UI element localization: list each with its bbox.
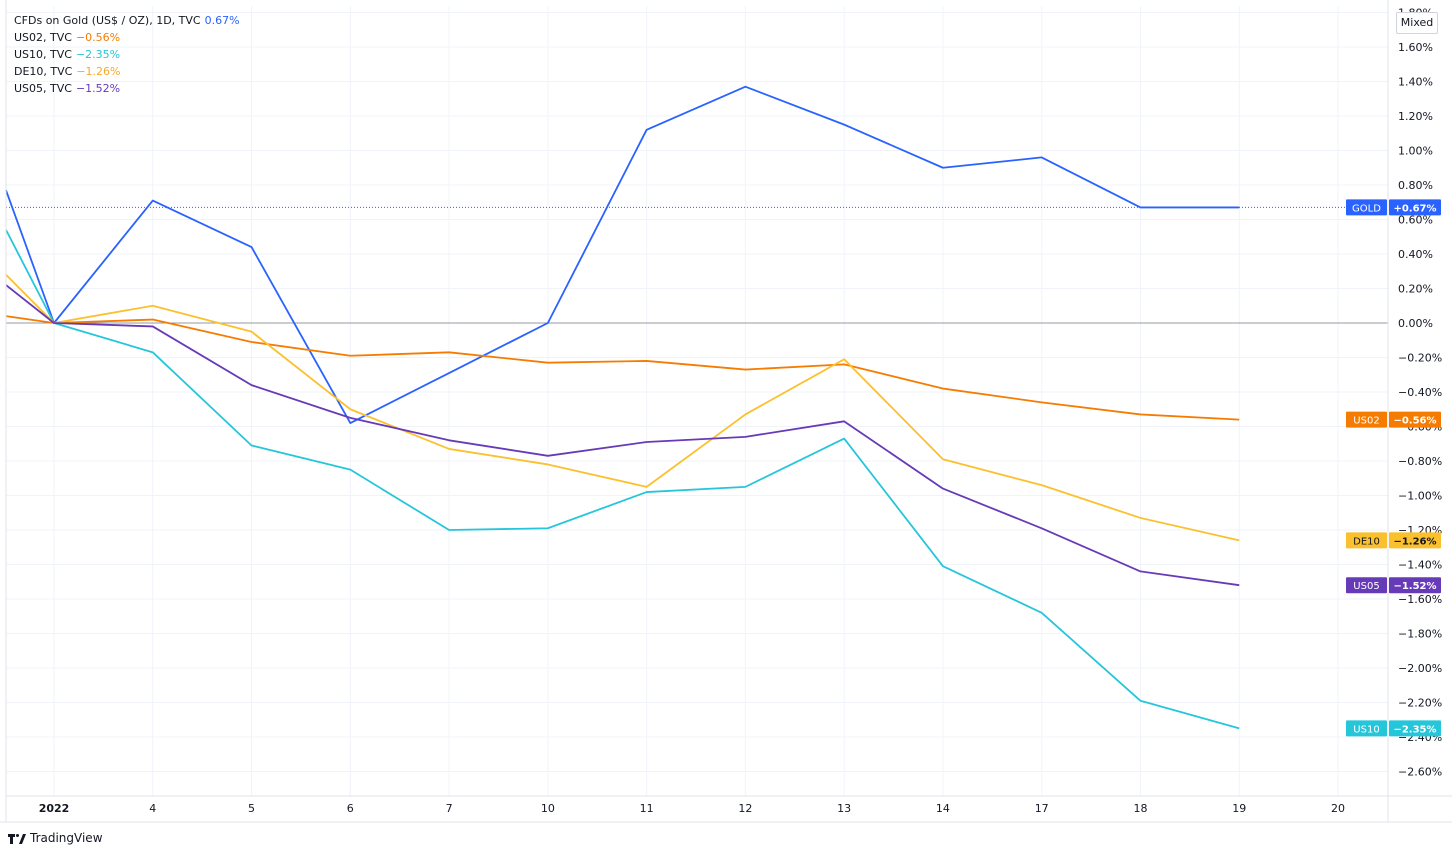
legend-item-us10[interactable]: US10, TVC −2.35% [14,46,240,63]
legend-name: US05, TVC [14,82,72,95]
badge-us05: US05 −1.52% [1346,577,1441,594]
y-tick-label: 0.40% [1398,248,1433,261]
x-axis-ticks: 2022 4 5 6 7 10 11 12 13 14 17 18 19 20 [39,802,1345,815]
badge-value: −0.56% [1393,416,1436,427]
x-tick-label: 12 [738,802,752,815]
x-tick-label: 2022 [39,802,70,815]
legend-item-gold[interactable]: CFDs on Gold (US$ / OZ), 1D, TVC 0.67% [14,12,240,29]
y-tick-label: −1.00% [1398,490,1442,503]
badge-value-bg [1389,577,1441,594]
legend-item-us05[interactable]: US05, TVC −1.52% [14,80,240,97]
x-tick-label: 17 [1035,802,1049,815]
legend-value: 0.67% [204,14,240,27]
x-tick-label: 14 [936,802,950,815]
legend: CFDs on Gold (US$ / OZ), 1D, TVC 0.67% US… [14,12,240,97]
y-tick-label: −0.80% [1398,455,1442,468]
badge-value-bg [1389,532,1441,549]
badge-value-bg [1389,411,1441,428]
badge-value: −1.52% [1393,581,1436,592]
scale-mode-toggle[interactable]: Mixed [1396,12,1438,34]
badge-name-bg [1346,532,1387,549]
axes [0,0,1452,823]
legend-item-de10[interactable]: DE10, TVC −1.26% [14,63,240,80]
y-tick-label: −0.40% [1398,386,1442,399]
badge-value-bg [1389,720,1441,737]
badge-de10: DE10 −1.26% [1346,532,1441,549]
y-tick-label: 1.00% [1398,145,1433,158]
badge-name-bg [1346,720,1387,737]
y-tick-label: 0.00% [1398,317,1433,330]
y-tick-label: −0.20% [1398,352,1442,365]
legend-name: DE10, TVC [14,65,73,78]
badge-name: US02 [1353,416,1379,427]
legend-value: −0.56% [75,31,121,44]
x-tick-label: 7 [446,802,453,815]
y-tick-label: 0.20% [1398,283,1433,296]
series-badges: GOLD +0.67% US02 −0.56% US10 −2.35% DE10 −1.26%… [1346,199,1441,737]
x-tick-label: 6 [347,802,354,815]
y-tick-label: −2.00% [1398,662,1442,675]
badge-value: −1.26% [1393,536,1436,547]
y-tick-label: −1.60% [1398,593,1442,606]
series-line-de10 [5,274,1240,542]
y-tick-label: 1.20% [1398,110,1433,123]
badge-name: US05 [1353,581,1379,592]
badge-value: +0.67% [1393,203,1436,214]
series-line-us10 [5,229,1240,730]
legend-value: −2.35% [75,48,121,61]
branding-text: TradingView [30,831,103,845]
y-tick-label: 1.60% [1398,41,1433,54]
y-tick-label: −1.40% [1398,559,1442,572]
y-tick-label: −2.20% [1398,697,1442,710]
badge-us10: US10 −2.35% [1346,720,1441,737]
legend-value: −1.26% [76,65,121,78]
y-tick-label: 1.40% [1398,76,1433,89]
series-line-gold [5,85,1240,424]
tradingview-branding[interactable]: TradingView [8,831,103,845]
x-tick-label: 18 [1133,802,1147,815]
gridlines [6,6,1388,796]
legend-item-us02[interactable]: US02, TVC −0.56% [14,29,240,46]
legend-value: −1.52% [75,82,121,95]
y-tick-label: −2.60% [1398,766,1442,779]
x-tick-label: 11 [640,802,654,815]
y-tick-label: 0.60% [1398,214,1433,227]
tradingview-logo-icon [8,834,26,844]
badge-name: US10 [1353,724,1379,735]
series-line-us05 [5,284,1240,587]
legend-name: CFDs on Gold (US$ / OZ), 1D, TVC [14,14,201,27]
legend-name: US10, TVC [14,48,72,61]
legend-name: US02, TVC [14,31,72,44]
series-lines [5,85,1240,730]
series-line-us02 [5,315,1240,421]
badge-name: GOLD [1352,203,1381,214]
x-tick-label: 10 [541,802,555,815]
badge-name-bg [1346,199,1387,216]
badge-name: DE10 [1353,536,1380,547]
badge-value-bg [1389,199,1441,216]
badge-gold: GOLD +0.67% [1346,199,1441,216]
badge-us02: US02 −0.56% [1346,411,1441,428]
x-tick-label: 4 [149,802,156,815]
x-tick-label: 19 [1232,802,1246,815]
y-tick-label: 0.80% [1398,179,1433,192]
y-tick-label: −1.80% [1398,628,1442,641]
badge-value: −2.35% [1393,724,1436,735]
badge-name-bg [1346,577,1387,594]
badge-name-bg [1346,411,1387,428]
x-tick-label: 5 [248,802,255,815]
x-tick-label: 20 [1331,802,1345,815]
y-axis-ticks: 1.80%1.60%1.40%1.20%1.00%0.80%0.60%0.40%… [1398,7,1442,779]
x-tick-label: 13 [837,802,851,815]
